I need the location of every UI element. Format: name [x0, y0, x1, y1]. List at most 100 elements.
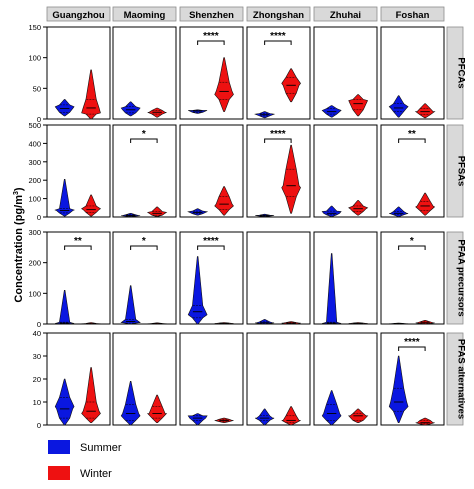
y-axis-label-sup: 3: [13, 191, 20, 195]
violin-summer-2-2: [187, 256, 208, 325]
panel-0-4: [313, 26, 378, 120]
sig-label-1-5: **: [408, 129, 416, 140]
y-tick-label-3-1: 10: [33, 398, 41, 407]
y-tick-label-1-4: 400: [28, 139, 41, 148]
sig-bracket-2-2: [197, 245, 225, 250]
panel-3-3: [246, 332, 311, 426]
sig-bracket-1-1: [130, 138, 158, 143]
sig-label-0-2: ****: [203, 31, 219, 42]
violin-winter-0-4: [348, 94, 369, 117]
legend-swatch-0: [48, 440, 70, 454]
panel-2-3: [246, 231, 311, 325]
sig-bracket-0-2: [197, 40, 225, 45]
panel-1-5: [380, 124, 445, 218]
violin-summer-2-0: [55, 290, 75, 325]
sig-label-2-2: ****: [203, 236, 219, 247]
panel-2-4: [313, 231, 378, 325]
violin-summer-3-2: [187, 413, 208, 426]
panel-0-2: [179, 26, 244, 120]
violin-summer-2-1: [120, 285, 141, 325]
legend-label-1: Winter: [80, 468, 112, 480]
panel-3-5: [380, 332, 445, 426]
panel-3-4: [313, 332, 378, 426]
violin-winter-0-5: [414, 103, 436, 119]
row-label-2: PFAA precursors: [456, 239, 467, 316]
sig-bracket-0-3: [264, 40, 292, 45]
y-axis-label: Concentration (pg/m3): [13, 187, 25, 302]
sig-label-2-5: *: [410, 236, 414, 247]
y-tick-label-3-2: 20: [33, 375, 41, 384]
y-axis-label-main: Concentration (pg/m: [13, 195, 25, 303]
panel-2-5: [380, 231, 445, 325]
column-label-3: Zhongshan: [253, 10, 304, 21]
panel-1-4: [313, 124, 378, 218]
violin-summer-0-1: [120, 101, 141, 117]
y-tick-label-3-0: 0: [37, 421, 41, 430]
y-tick-label-2-3: 300: [28, 228, 41, 237]
y-tick-label-1-0: 0: [37, 213, 41, 222]
column-strip-5: [380, 6, 445, 22]
sig-label-0-3: ****: [270, 31, 286, 42]
panel-0-0: [46, 26, 111, 120]
y-tick-label-2-2: 200: [28, 259, 41, 268]
sig-label-3-5: ****: [404, 337, 420, 348]
violin-summer-3-3: [255, 408, 275, 426]
violin-winter-1-0: [81, 194, 102, 217]
sig-bracket-2-1: [130, 245, 158, 250]
y-tick-label-1-5: 500: [28, 121, 41, 130]
column-label-2: Shenzhen: [189, 10, 234, 21]
panel-0-3: [246, 26, 311, 120]
violin-winter-1-5: [415, 192, 436, 216]
panel-0-1: [112, 26, 177, 120]
violin-summer-1-0: [54, 179, 75, 217]
y-tick-label-0-1: 50: [33, 84, 41, 93]
row-label-3: PFAS alternatives: [456, 339, 467, 419]
row-strip-3: [446, 332, 464, 426]
violin-summer-3-1: [120, 381, 141, 426]
panel-1-3: [246, 124, 311, 218]
panel-3-0: [46, 332, 111, 426]
column-strip-3: [246, 6, 311, 22]
panel-1-0: [46, 124, 111, 218]
y-tick-label-0-3: 150: [28, 23, 41, 32]
column-strip-4: [313, 6, 378, 22]
y-tick-label-1-2: 200: [28, 176, 41, 185]
violin-summer-1-5: [389, 206, 409, 217]
violin-winter-0-0: [81, 69, 101, 120]
sig-bracket-2-0: [64, 245, 92, 250]
sig-label-2-1: *: [142, 236, 146, 247]
violin-winter-3-5: [415, 417, 435, 426]
y-tick-label-3-4: 40: [33, 329, 41, 338]
violin-summer-2-4: [322, 253, 342, 325]
y-tick-label-1-3: 300: [28, 158, 41, 167]
panel-0-5: [380, 26, 445, 120]
violin-winter-1-3: [281, 144, 301, 214]
panel-1-1: [112, 124, 177, 218]
row-label-1: PFSAs: [456, 156, 467, 187]
violin-winter-1-2: [214, 186, 234, 216]
legend-swatch-1: [48, 466, 70, 480]
legend-label-0: Summer: [80, 442, 122, 454]
violin-winter-3-1: [147, 394, 168, 423]
y-axis-label-end: ): [13, 187, 25, 191]
sig-bracket-1-3: [264, 138, 292, 143]
y-tick-label-0-2: 100: [28, 54, 41, 63]
column-strip-1: [112, 6, 177, 22]
y-tick-label-2-1: 100: [28, 289, 41, 298]
y-tick-label-1-1: 100: [28, 195, 41, 204]
plot-grid: Guangzhou Maoming Shenzhen Zhongshan Zhuhai F…: [28, 6, 467, 430]
sig-label-1-1: *: [142, 129, 146, 140]
panel-1-2: [179, 124, 244, 218]
panel-2-0: [46, 231, 111, 325]
panel-3-2: [179, 332, 244, 426]
column-label-4: Zhuhai: [330, 10, 361, 21]
row-strip-2: [446, 231, 464, 325]
violin-winter-0-2: [214, 57, 234, 112]
panel-3-1: [112, 332, 177, 426]
violin-summer-3-4: [321, 390, 342, 426]
violin-summer-3-5: [388, 355, 409, 423]
panel-2-1: [112, 231, 177, 325]
y-tick-label-0-0: 0: [37, 115, 41, 124]
panel-2-2: [179, 231, 244, 325]
